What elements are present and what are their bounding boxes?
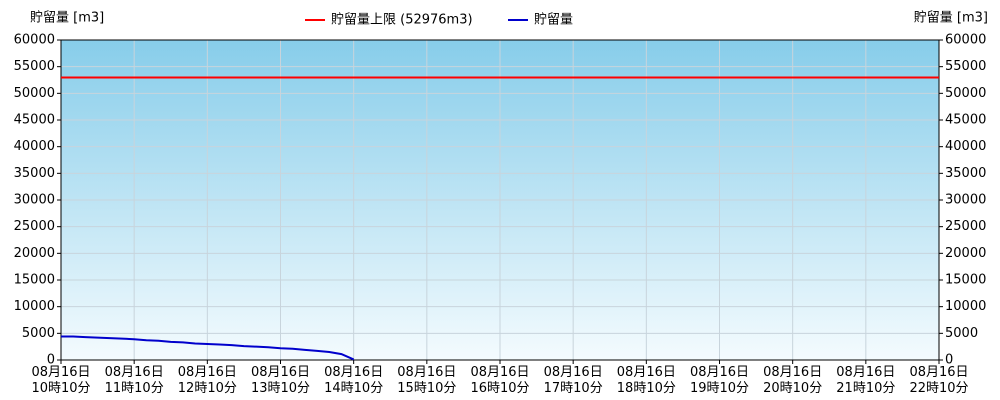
y2-tick-label: 10000	[945, 299, 986, 314]
y-tick-label: 55000	[14, 59, 55, 74]
y-tick-label: 45000	[14, 113, 55, 128]
y2-tick-label: 35000	[945, 166, 986, 181]
y2-tick-label: 40000	[945, 139, 986, 154]
y2-axis-label: 貯留量 [m3]	[914, 11, 988, 26]
y2-tick-label: 25000	[945, 219, 986, 234]
x-tick-label: 08月16日 22時10分	[909, 365, 968, 396]
y2-tick-label: 30000	[945, 193, 986, 208]
y2-tick-label: 45000	[945, 113, 986, 128]
y-tick-label: 30000	[14, 193, 55, 208]
x-tick-label: 08月16日 19時10分	[690, 365, 749, 396]
y-tick-label: 35000	[14, 166, 55, 181]
legend-label: 貯留量	[534, 13, 573, 28]
series-line	[61, 335, 355, 361]
y-tick-label: 0	[47, 353, 55, 368]
x-tick-label: 08月16日 20時10分	[763, 365, 822, 396]
y-tick-label: 40000	[14, 139, 55, 154]
y2-tick-label: 55000	[945, 59, 986, 74]
y2-tick-label: 20000	[945, 246, 986, 261]
y-tick-label: 25000	[14, 219, 55, 234]
x-tick-label: 08月16日 16時10分	[470, 365, 529, 396]
legend-label: 貯留量上限 (52976m3)	[331, 13, 473, 28]
y-tick-label: 10000	[14, 299, 55, 314]
y2-tick-label: 0	[945, 353, 953, 368]
y2-tick-label: 50000	[945, 86, 986, 101]
x-tick-label: 08月16日 18時10分	[617, 365, 676, 396]
y-tick-label: 60000	[14, 33, 55, 48]
plot-border	[60, 39, 940, 361]
y2-tick-label: 60000	[945, 33, 986, 48]
x-tick-label: 08月16日 11時10分	[105, 365, 164, 396]
y-tick-label: 15000	[14, 273, 55, 288]
y-axis-label: 貯留量 [m3]	[30, 11, 104, 26]
x-tick-label: 08月16日 17時10分	[544, 365, 603, 396]
x-tick-label: 08月16日 13時10分	[251, 365, 310, 396]
y-tick-label: 50000	[14, 86, 55, 101]
y-tick-label: 5000	[22, 326, 55, 341]
x-tick-label: 08月16日 10時10分	[31, 365, 90, 396]
y2-tick-label: 5000	[945, 326, 978, 341]
x-tick-label: 08月16日 14時10分	[324, 365, 383, 396]
x-tick-label: 08月16日 15時10分	[397, 365, 456, 396]
y-tick-label: 20000	[14, 246, 55, 261]
x-tick-label: 08月16日 12時10分	[178, 365, 237, 396]
x-tick-label: 08月16日 21時10分	[836, 365, 895, 396]
y2-tick-label: 15000	[945, 273, 986, 288]
